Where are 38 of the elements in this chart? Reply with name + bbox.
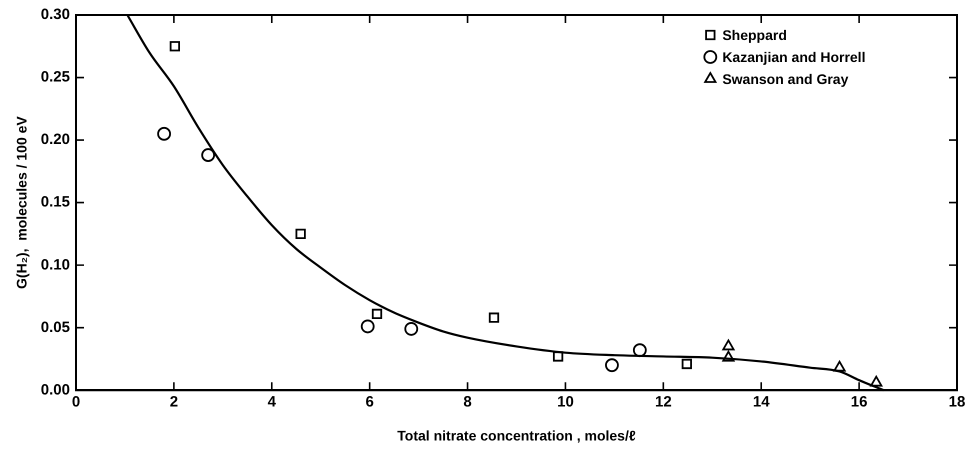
point: [360, 320, 375, 334]
point: [682, 358, 692, 370]
x-axis-title: Total nitrate concentration , moles/ℓ: [397, 427, 636, 444]
y-tick-label: 0.25: [40, 68, 70, 86]
x-tick-label: 10: [557, 393, 574, 410]
point: [170, 41, 180, 52]
x-tick-label: 4: [268, 393, 277, 410]
legend-label: Kazanjian and Horrell: [722, 48, 866, 65]
legend-label: Swanson and Gray: [722, 70, 849, 87]
x-tick-label: 0: [72, 393, 80, 410]
x-tick-label: 8: [463, 393, 472, 410]
point: [157, 126, 171, 141]
y-tick-label: 0.05: [40, 318, 70, 336]
point: [201, 148, 216, 162]
point: [632, 343, 647, 358]
x-tick-label: 14: [752, 393, 770, 410]
y-tick-label: 0.15: [40, 194, 70, 211]
y-tick-label: 0.30: [40, 6, 70, 24]
point: [488, 312, 500, 323]
x-tick-label: 6: [365, 393, 374, 410]
x-tick-label: 12: [654, 393, 672, 410]
y-tick-label: 0.00: [40, 381, 70, 398]
point: [372, 308, 382, 320]
point: [605, 358, 619, 372]
point: [296, 228, 306, 240]
y-tick-label: 0.10: [40, 256, 70, 274]
point: [722, 340, 735, 350]
point: [552, 351, 564, 362]
point: [722, 350, 735, 362]
y-axis-title: G(H₂), molecules / 100 eV: [13, 116, 30, 289]
x-tick-label: 18: [948, 393, 966, 410]
legend-label: Sheppard: [722, 26, 787, 43]
point: [870, 376, 882, 387]
x-tick-label: 16: [850, 393, 868, 410]
y-tick-label: 0.20: [40, 131, 70, 148]
point: [833, 360, 846, 372]
point: [404, 322, 418, 336]
x-tick-label: 2: [170, 393, 178, 410]
